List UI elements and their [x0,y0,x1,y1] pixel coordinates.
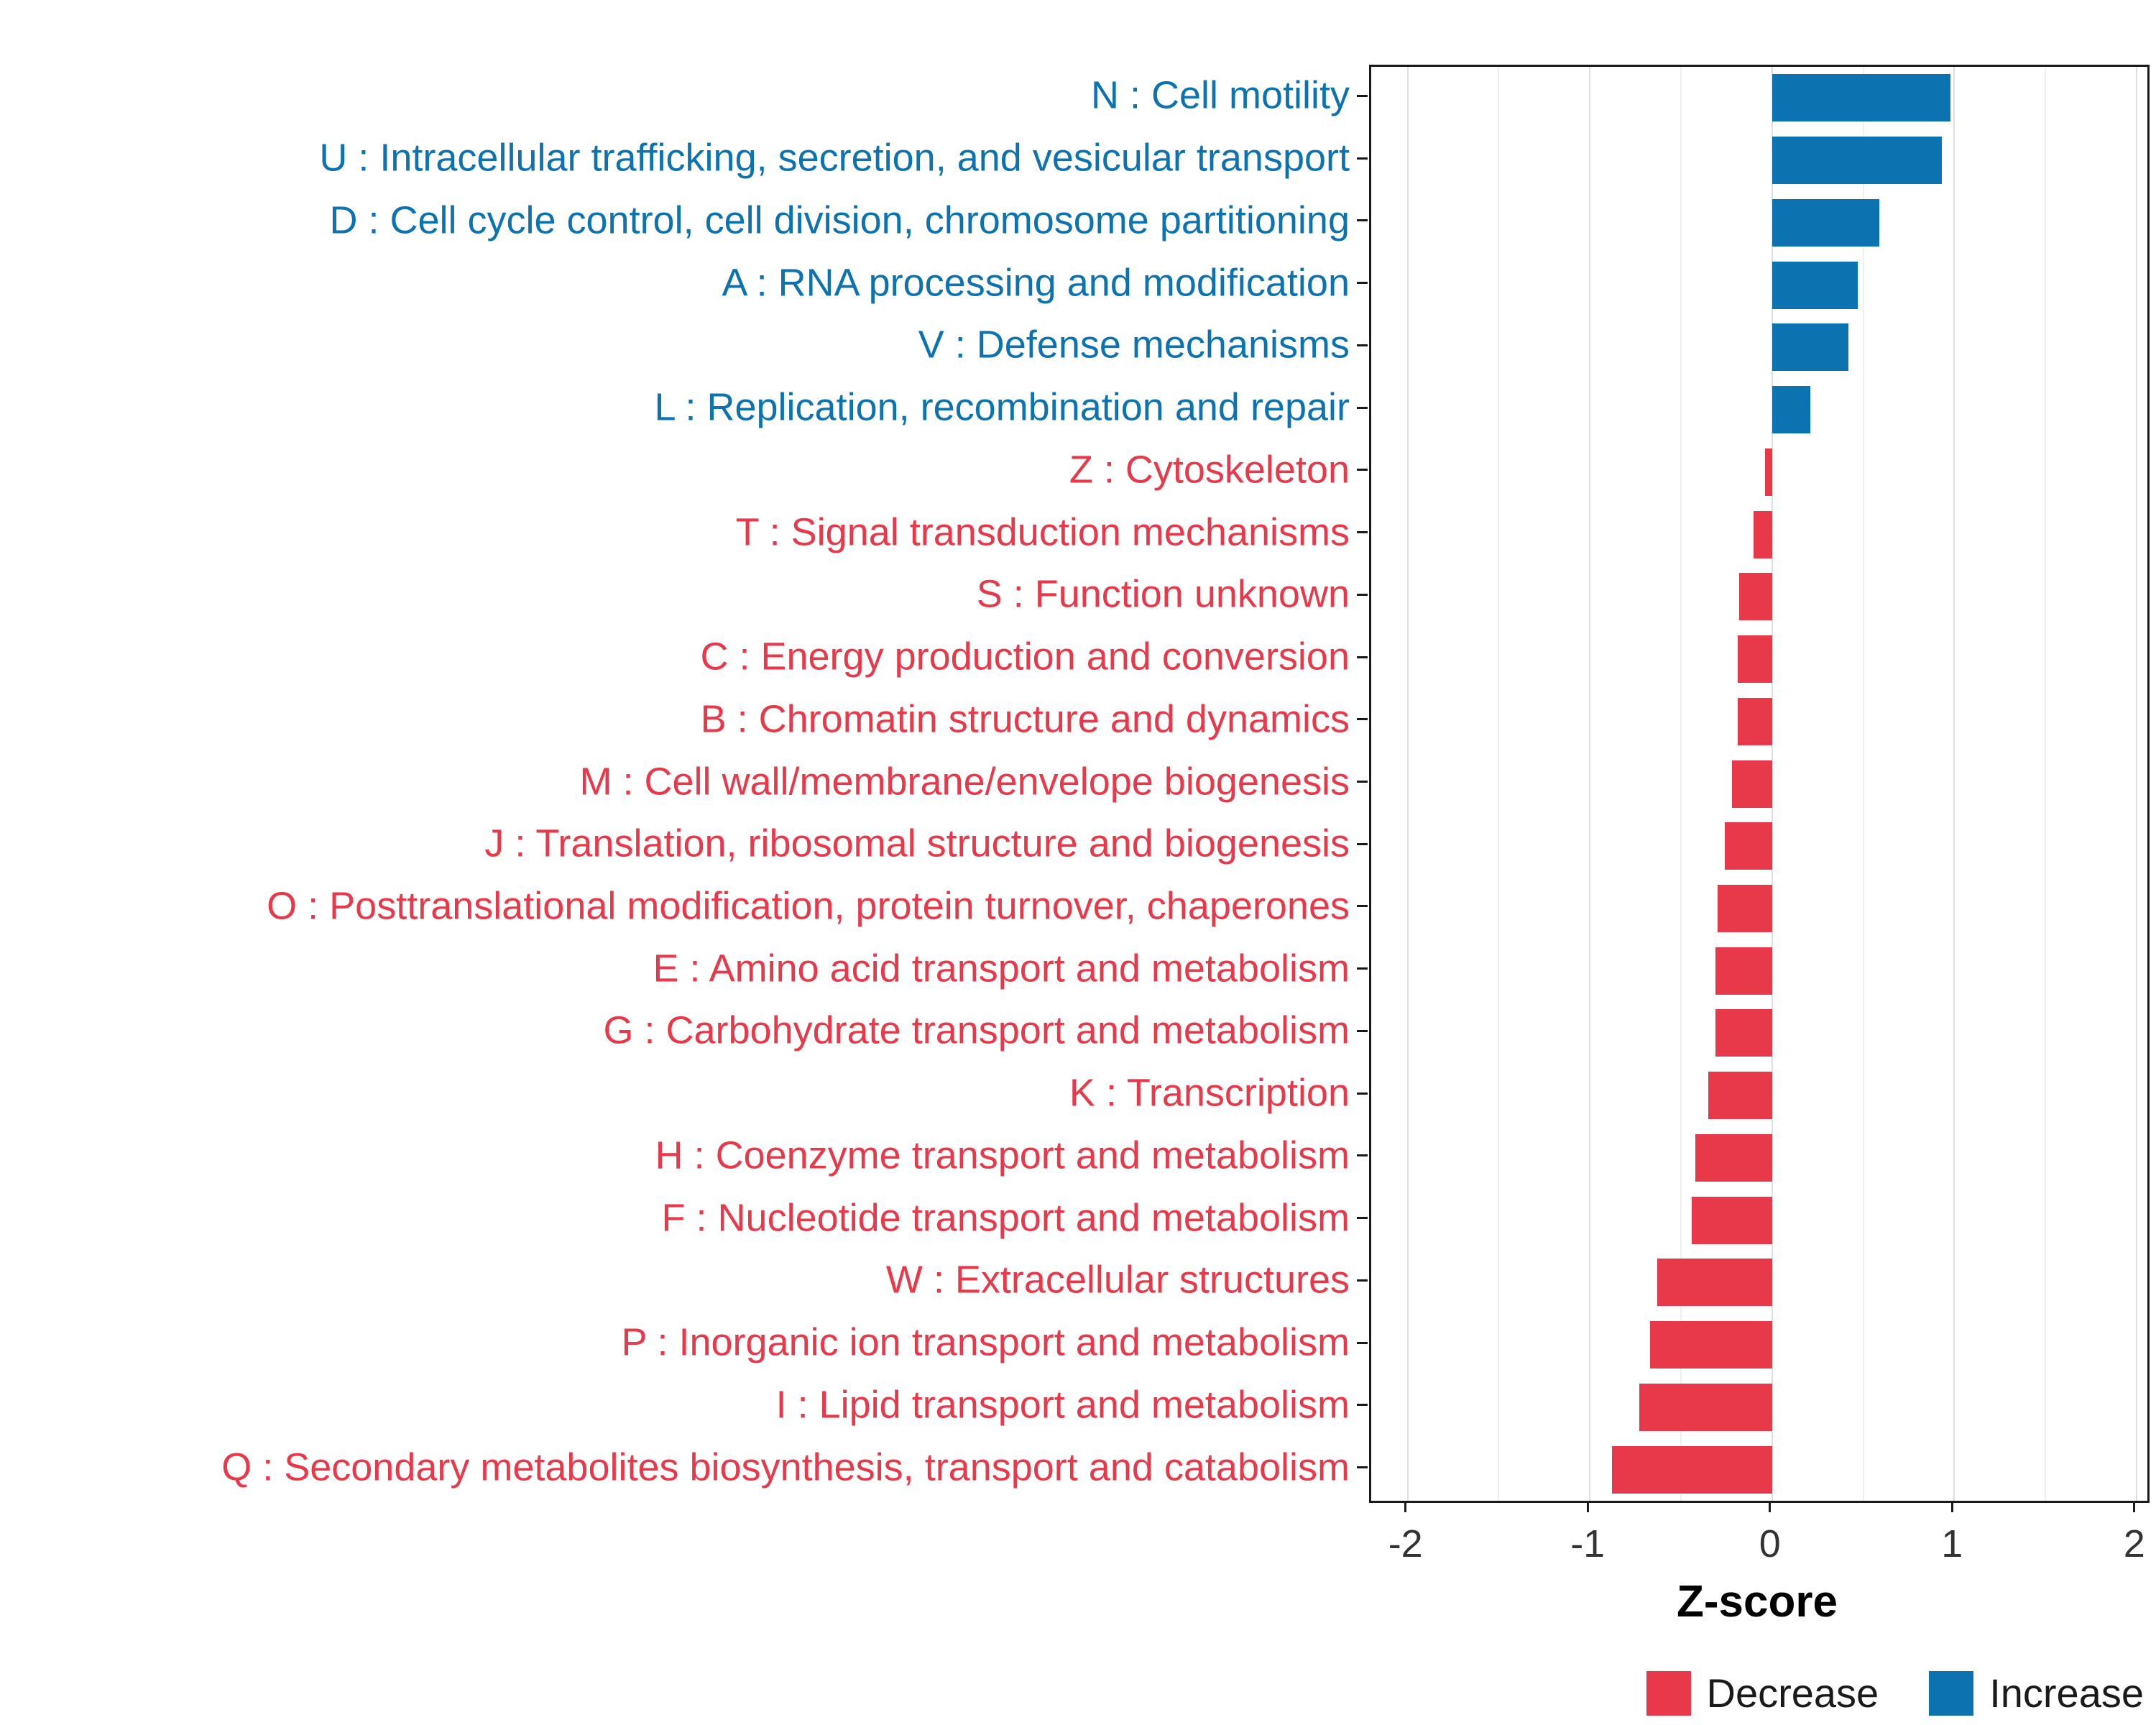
y-tick [1357,905,1368,908]
x-axis-title: Z-score [1677,1577,1838,1627]
bar-F [1692,1196,1772,1244]
y-tick [1357,469,1368,472]
category-label: O : Posttranslational modification, prot… [267,884,1350,928]
x-tick [1950,1501,1953,1512]
y-tick [1357,1341,1368,1344]
y-tick [1357,781,1368,783]
legend: Decrease Increase [0,1670,2144,1716]
y-tick [1357,593,1368,596]
y-tick [1357,282,1368,285]
bar-J [1724,822,1772,870]
legend-label: Decrease [1706,1670,1879,1716]
gridline-major [1406,67,1409,1501]
y-tick [1357,219,1368,222]
x-tick-label: 1 [1941,1522,1963,1565]
category-label: D : Cell cycle control, cell division, c… [329,198,1350,242]
y-tick [1357,718,1368,721]
x-tick-label: 0 [1759,1522,1781,1565]
legend-swatch-decrease [1646,1670,1691,1716]
y-tick [1357,1279,1368,1282]
bar-G [1715,1009,1772,1057]
category-label: C : Energy production and conversion [700,635,1350,678]
category-label: J : Translation, ribosomal structure and… [484,822,1350,865]
gridline-major [1771,67,1773,1501]
category-label: G : Carbohydrate transport and metabolis… [603,1008,1350,1052]
category-label: W : Extracellular structures [885,1258,1350,1302]
category-label: V : Defense mechanisms [918,323,1350,367]
category-label: Z : Cytoskeleton [1069,448,1350,492]
x-tick [1404,1501,1407,1512]
gridline-minor [2045,67,2047,1501]
bar-T [1754,510,1772,558]
bar-H [1695,1133,1772,1182]
category-label: P : Inorganic ion transport and metaboli… [621,1320,1350,1364]
plot-panel [1369,65,2150,1503]
gridline-major [1953,67,1955,1501]
y-tick [1357,967,1368,970]
legend-swatch-increase [1929,1670,1974,1716]
y-tick [1357,344,1368,346]
category-label: L : Replication, recombination and repai… [654,385,1350,429]
category-label: F : Nucleotide transport and metabolism [661,1195,1350,1239]
category-label: B : Chromatin structure and dynamics [700,697,1350,741]
x-tick [1769,1501,1772,1512]
gridline-minor [1680,67,1682,1501]
bar-S [1739,573,1772,621]
bar-W [1657,1259,1772,1307]
bar-P [1649,1321,1772,1369]
bar-O [1717,884,1772,932]
bar-V [1772,323,1849,372]
bar-C [1737,635,1772,684]
legend-label: Increase [1989,1670,2144,1716]
gridline-minor [1498,67,1500,1501]
category-label: E : Amino acid transport and metabolism [653,947,1350,990]
gridline-minor [1862,67,1864,1501]
category-label: T : Signal transduction mechanisms [735,510,1350,553]
y-tick [1357,94,1368,97]
y-tick [1357,1404,1368,1407]
y-tick [1357,531,1368,534]
y-tick [1357,406,1368,409]
category-label: U : Intracellular trafficking, secretion… [319,136,1350,180]
y-tick [1357,1466,1368,1469]
category-label: N : Cell motility [1090,73,1350,117]
bar-A [1772,261,1858,309]
bar-Z [1764,448,1772,496]
category-label: Q : Secondary metabolites biosynthesis, … [221,1445,1350,1489]
y-tick [1357,157,1368,160]
y-tick [1357,1154,1368,1157]
y-tick [1357,1029,1368,1032]
x-tick [2133,1501,2136,1512]
bar-U [1772,137,1942,185]
y-tick [1357,842,1368,845]
category-label: K : Transcription [1069,1071,1350,1115]
y-tick [1357,1092,1368,1095]
x-tick-label: 2 [2123,1522,2145,1565]
bar-N [1772,74,1951,122]
y-tick [1357,1217,1368,1220]
x-tick-label: -2 [1388,1522,1423,1565]
category-label: H : Coenzyme transport and metabolism [655,1133,1350,1177]
category-label: A : RNA processing and modification [722,260,1350,304]
category-label: I : Lipid transport and metabolism [775,1383,1350,1427]
bar-K [1708,1072,1772,1120]
gridline-major [2135,67,2137,1501]
bar-I [1639,1383,1772,1431]
x-tick [1586,1501,1589,1512]
legend-item-increase: Increase [1929,1670,2144,1716]
bar-D [1772,198,1880,247]
legend-item-decrease: Decrease [1646,1670,1879,1716]
category-label: S : Function unknown [976,572,1350,616]
bar-E [1715,947,1772,995]
x-tick-label: -1 [1570,1522,1606,1565]
bar-Q [1611,1445,1772,1494]
bar-B [1737,697,1772,745]
category-label: M : Cell wall/membrane/envelope biogenes… [579,759,1350,803]
y-tick [1357,656,1368,658]
bar-L [1772,386,1810,434]
bar-M [1731,760,1772,808]
gridline-major [1589,67,1591,1501]
y-axis-labels: N : Cell motility U : Intracellular traff… [0,65,1350,1499]
